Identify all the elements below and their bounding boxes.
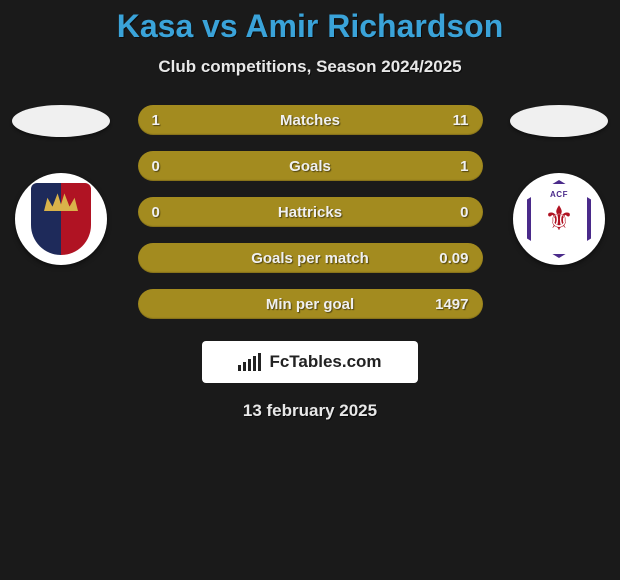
stat-right-value: 0.09 [433,250,469,267]
stat-row: 0 Goals 1 [138,151,483,181]
stat-label: Goals [188,158,433,175]
stat-right-value: 1497 [433,296,469,313]
stat-left-value: 0 [152,158,188,175]
stat-right-value: 0 [433,204,469,221]
stat-label: Min per goal [188,296,433,313]
stat-row: 1 Matches 11 [138,105,483,135]
stat-row: Goals per match 0.09 [138,243,483,273]
stat-row: Min per goal 1497 [138,289,483,319]
stat-list: 1 Matches 11 0 Goals 1 0 Hattricks 0 Goa… [138,105,483,319]
stat-label: Goals per match [188,250,433,267]
player-silhouette-right [510,105,608,137]
club-crest-left[interactable] [15,173,107,265]
site-label: FcTables.com [269,352,381,372]
subtitle: Club competitions, Season 2024/2025 [0,57,620,77]
stat-right-value: 11 [433,112,469,129]
right-club-column: ACF ⚜ [504,105,614,265]
stat-right-value: 1 [433,158,469,175]
site-attribution[interactable]: FcTables.com [202,341,418,383]
page-title: Kasa vs Amir Richardson [0,8,620,45]
comparison-date: 13 february 2025 [0,401,620,421]
stat-left-value: 1 [152,112,188,129]
compare-area: ACF ⚜ 1 Matches 11 0 Goals 1 0 Hattricks… [0,105,620,421]
bar-chart-icon [238,353,261,371]
stat-left-value: 0 [152,204,188,221]
genoa-crest-icon [31,183,91,255]
stat-label: Matches [188,112,433,129]
fiorentina-crest-icon: ACF ⚜ [527,180,591,258]
left-club-column [6,105,116,265]
player-silhouette-left [12,105,110,137]
club-crest-right[interactable]: ACF ⚜ [513,173,605,265]
comparison-card: Kasa vs Amir Richardson Club competition… [0,0,620,421]
stat-row: 0 Hattricks 0 [138,197,483,227]
fleur-de-lis-icon: ⚜ [544,202,574,236]
stat-label: Hattricks [188,204,433,221]
crest-acf-text: ACF [550,190,568,199]
